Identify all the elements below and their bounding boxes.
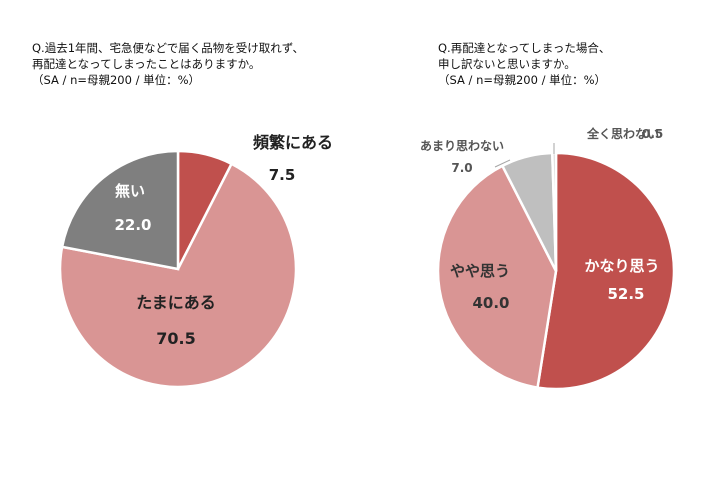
slice-label: あまり思わない [420,139,504,153]
question-line-1: Q.過去1年間、宅急便などで届く品物を受け取れず、 [32,41,304,55]
slice-label: 無い [115,182,145,200]
slice-label: 頻繁にある [253,133,333,152]
slice-value-label: 7.5 [269,166,296,184]
slice-label: かなり思う [584,257,659,275]
question-text-right: Q.再配達となってしまった場合、 申し訳ないと思いますか。 （SA / n=母親… [438,40,610,88]
slice-value-label: 70.5 [156,329,195,348]
pie-slice [60,149,180,271]
pie-slice [436,164,558,389]
chart-panel-left: Q.過去1年間、宅急便などで届く品物を受け取れず、 再配達となってしまったことは… [32,40,333,389]
question-line-2: 再配達となってしまったことはありますか。 [32,57,261,71]
pie-chart-left: 頻繁にある 7.5 たまにある 70.5 無い 22.0 [58,133,333,389]
slice-label: やや思う [450,262,510,280]
slice-label: 全く思わない [586,126,659,141]
pie-slice [536,151,676,391]
slice-value-label: 52.5 [607,285,644,303]
pie-slice [58,162,298,389]
sample-note: （SA / n=母親200 / 単位：%） [438,73,607,87]
question-line-2: 申し訳ないと思いますか。 [438,57,576,71]
question-text-left: Q.過去1年間、宅急便などで届く品物を受け取れず、 再配達となってしまったことは… [32,40,304,88]
chart-panel-right: Q.再配達となってしまった場合、 申し訳ないと思いますか。 （SA / n=母親… [360,0,720,480]
sample-note: （SA / n=母親200 / 単位：%） [32,73,201,87]
slice-value-label: 7.0 [451,161,472,175]
slice-label: たまにある [136,293,216,312]
slice-value-label: 22.0 [114,216,151,234]
question-line-1: Q.再配達となってしまった場合、 [438,41,611,55]
slice-value-label: 0.5 [642,127,663,141]
leader-line [494,159,511,168]
slice-value-label: 40.0 [472,294,509,312]
